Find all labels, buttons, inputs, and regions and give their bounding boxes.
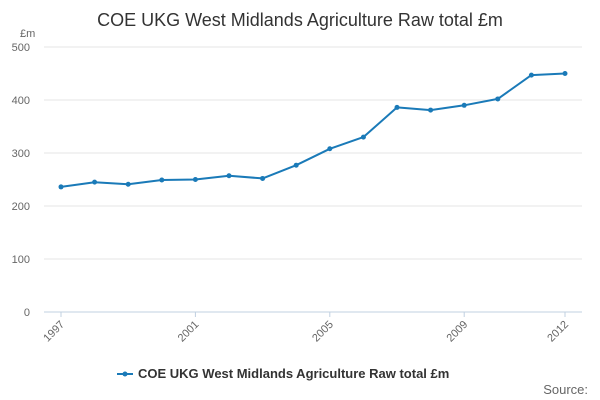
series-layer xyxy=(58,71,568,190)
legend-swatch-marker xyxy=(122,371,128,377)
data-point-2005[interactable] xyxy=(327,146,333,152)
data-point-2001[interactable] xyxy=(192,177,198,182)
data-point-2006[interactable] xyxy=(360,134,366,140)
data-point-2003[interactable] xyxy=(260,175,266,181)
data-point-2012[interactable] xyxy=(562,71,568,76)
y-tick-label-500: 500 xyxy=(12,42,30,54)
data-point-2011[interactable] xyxy=(528,72,534,78)
data-point-1999[interactable] xyxy=(125,181,131,187)
x-tick-label-2001: 2001 xyxy=(176,319,202,345)
y-tick-label-100: 100 xyxy=(12,254,30,266)
data-point-2007[interactable] xyxy=(394,104,400,110)
x-axis: 1997 2001 2005 2009 2012 xyxy=(41,311,582,345)
y-tick-label-400: 400 xyxy=(12,95,30,107)
x-tick-label-1997: 1997 xyxy=(41,319,67,345)
data-point-2004[interactable] xyxy=(293,162,299,168)
data-point-2010[interactable] xyxy=(495,96,501,102)
y-tick-label-300: 300 xyxy=(12,148,30,160)
y-axis-unit-label: £m xyxy=(20,28,35,40)
chart-title: COE UKG West Midlands Agriculture Raw to… xyxy=(97,10,503,30)
legend-label: COE UKG West Midlands Agriculture Raw to… xyxy=(138,366,449,381)
x-tick-label-2005: 2005 xyxy=(310,319,336,345)
source-label: Source: xyxy=(543,382,588,397)
gridlines xyxy=(44,46,582,260)
data-point-2002[interactable] xyxy=(226,173,232,179)
x-tick-label-2009: 2009 xyxy=(445,319,471,345)
y-tick-label-0: 0 xyxy=(24,307,30,319)
legend[interactable]: COE UKG West Midlands Agriculture Raw to… xyxy=(117,366,449,381)
data-point-2000[interactable] xyxy=(159,177,165,183)
data-point-1998[interactable] xyxy=(92,179,98,185)
data-point-2008[interactable] xyxy=(428,107,434,113)
x-tick-label-2012: 2012 xyxy=(545,319,571,345)
data-point-1997[interactable] xyxy=(58,184,64,190)
data-point-2009[interactable] xyxy=(461,102,467,108)
y-axis-ticks: 0 100 200 300 400 500 xyxy=(12,42,30,319)
series-line-0[interactable] xyxy=(60,72,566,188)
y-tick-label-200: 200 xyxy=(12,201,30,213)
